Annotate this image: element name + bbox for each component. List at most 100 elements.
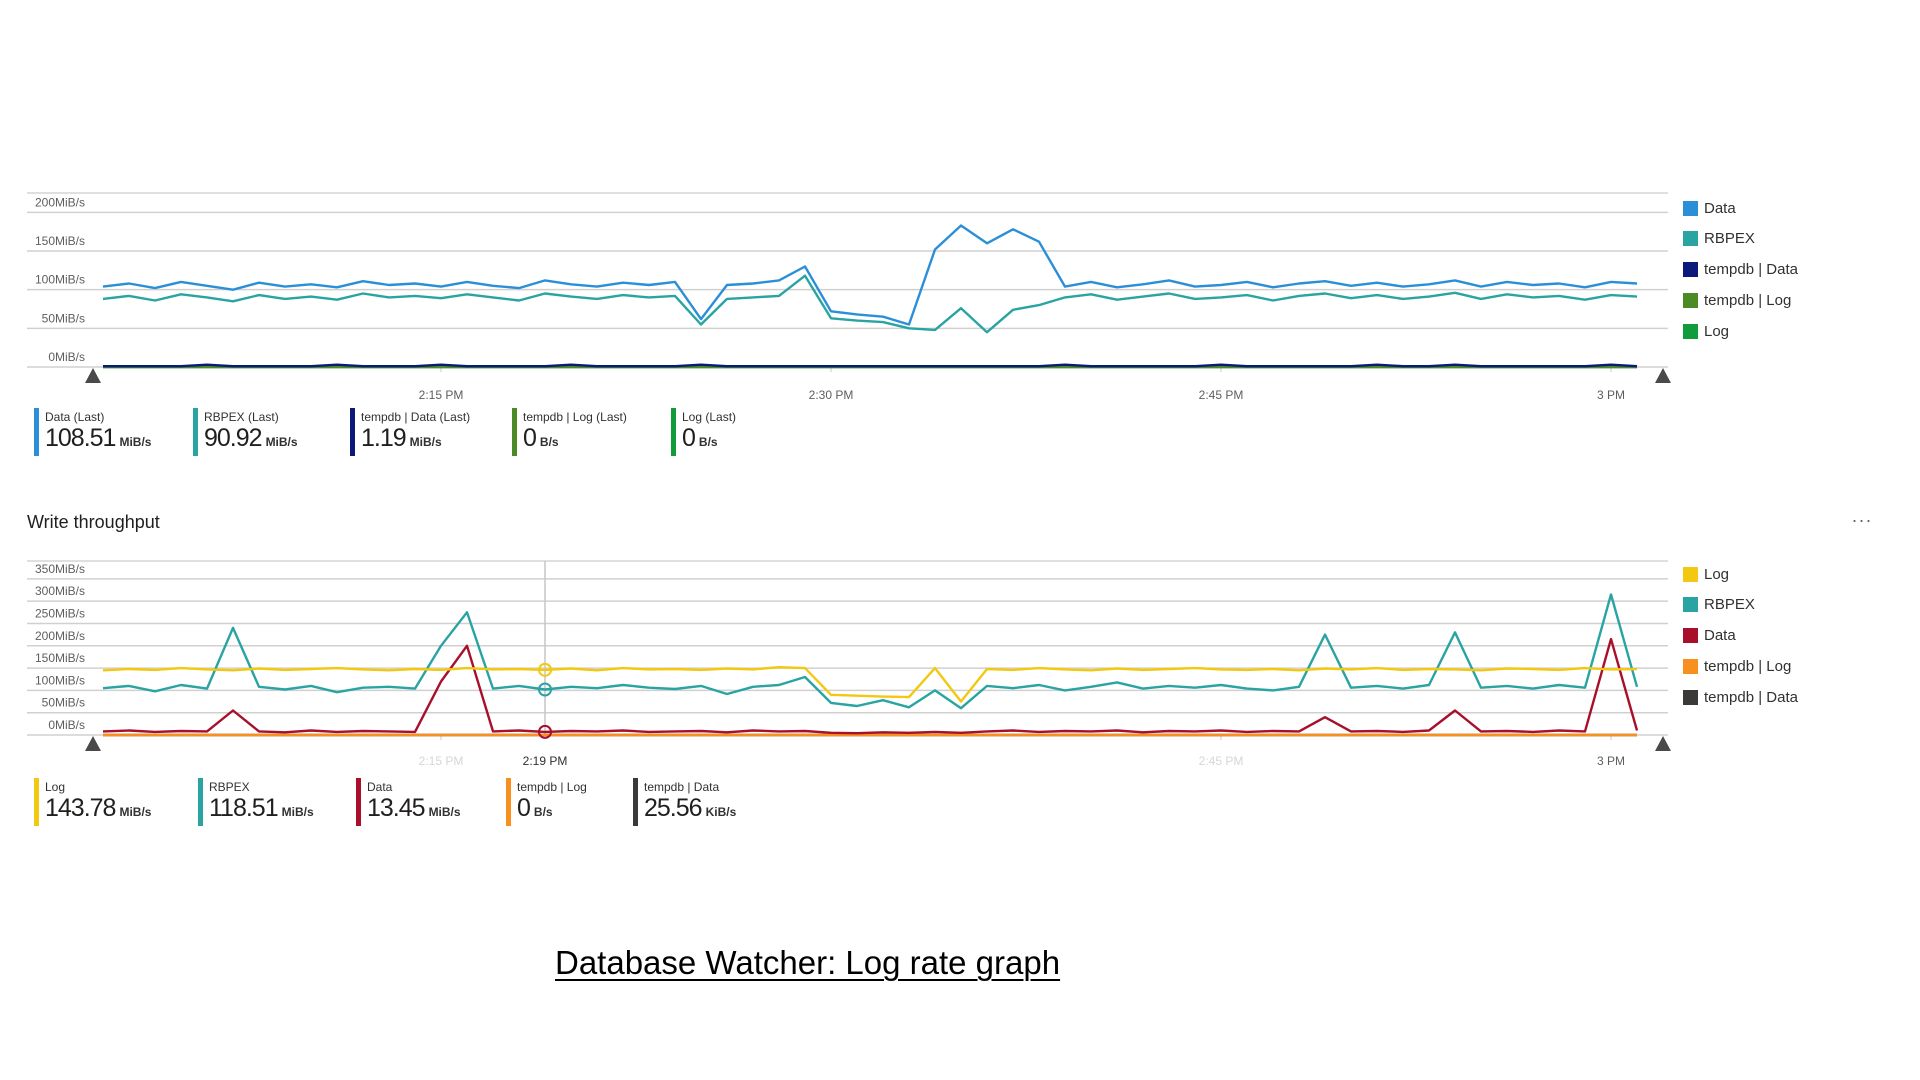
x-tick-label: 2:15 PM [419,388,464,402]
legend-swatch [1683,262,1698,278]
legend-item[interactable]: Data [1683,626,1736,646]
summary-metric[interactable]: Log 143.78 MiB/s [34,778,151,826]
summary-unit: KiB/s [705,805,737,819]
summary-unit: MiB/s [265,435,298,449]
summary-value: 90.92 [204,424,263,452]
summary-value: 0 [517,794,531,822]
series-line-log[interactable] [102,666,1638,703]
summary-color-bar [350,408,355,456]
legend-label: RBPEX [1704,230,1755,248]
legend-item[interactable]: RBPEX [1683,595,1755,615]
y-tick-label: 100MiB/s [35,273,85,287]
legend-swatch [1683,628,1698,644]
summary-color-bar [34,778,39,826]
legend-item[interactable]: Log [1683,564,1729,584]
summary-unit: B/s [698,435,718,449]
legend-swatch [1683,323,1698,339]
series-line-rbpex[interactable] [102,274,1638,334]
series-line-data[interactable] [102,637,1639,735]
summary-metric[interactable]: tempdb | Log 0 B/s [506,778,587,826]
legend-label: tempdb | Data [1704,688,1798,706]
legend-item[interactable]: Data [1683,198,1736,218]
range-start-handle[interactable] [85,368,101,383]
summary-label: tempdb | Log (Last) [523,410,627,424]
cursor-time-label: 2:19 PM [523,754,568,768]
summary-unit: MiB/s [119,805,152,819]
y-tick-label: 300MiB/s [35,584,85,598]
x-tick-label: 2:30 PM [809,388,854,402]
summary-color-bar [34,408,39,456]
legend-swatch [1683,566,1698,582]
y-tick-label: 150MiB/s [35,234,85,248]
legend-swatch [1683,658,1698,674]
summary-value: 143.78 [45,794,116,822]
summary-color-bar [633,778,638,826]
summary-value: 108.51 [45,424,116,452]
summary-metric[interactable]: Log (Last) 0 B/s [671,408,736,456]
hover-point-marker [538,724,552,739]
summary-unit: B/s [533,805,553,819]
summary-metric[interactable]: tempdb | Data 25.56 KiB/s [633,778,736,826]
summary-value: 25.56 [644,794,703,822]
summary-unit: MiB/s [119,435,152,449]
range-end-handle[interactable] [1655,368,1671,383]
range-start-handle[interactable] [85,736,101,751]
summary-label: tempdb | Data [644,780,720,794]
x-tick-label: 3 PM [1597,754,1625,768]
y-tick-label: 200MiB/s [35,195,85,209]
summary-metric[interactable]: RBPEX (Last) 90.92 MiB/s [193,408,298,456]
y-tick-label: 50MiB/s [42,311,85,325]
series-line-tempdb-data[interactable] [103,363,1638,368]
y-tick-label: 150MiB/s [35,651,85,665]
legend-item[interactable]: tempdb | Log [1683,656,1791,676]
summary-unit: MiB/s [281,805,314,819]
legend-item[interactable]: RBPEX [1683,229,1755,249]
more-options-button[interactable]: ... [1852,506,1874,526]
y-tick-label: 100MiB/s [35,673,85,687]
summary-unit: MiB/s [409,435,442,449]
summary-label: RBPEX (Last) [204,410,279,424]
summary-metric[interactable]: Data (Last) 108.51 MiB/s [34,408,151,456]
summary-metric[interactable]: Data 13.45 MiB/s [356,778,461,826]
legend-label: tempdb | Log [1704,291,1792,309]
summary-label: tempdb | Log [517,780,587,794]
x-tick-label: 2:45 PM [1199,754,1244,768]
summary-value: 1.19 [361,424,407,452]
summary-color-bar [512,408,517,456]
legend-item[interactable]: tempdb | Data [1683,260,1798,280]
x-tick-label: 3 PM [1597,388,1625,402]
caption: Database Watcher: Log rate graph [555,944,1061,981]
legend-item[interactable]: tempdb | Log [1683,290,1791,310]
summary-unit: MiB/s [428,805,461,819]
summary-color-bar [356,778,361,826]
legend-swatch [1683,231,1698,247]
summary-metric[interactable]: tempdb | Data (Last) 1.19 MiB/s [350,408,470,456]
legend-swatch [1683,200,1698,216]
range-end-handle[interactable] [1655,736,1671,751]
summary-label: RBPEX [209,780,250,794]
summary-color-bar [193,408,198,456]
summary-metric[interactable]: tempdb | Log (Last) 0 B/s [512,408,627,456]
legend-label: tempdb | Data [1704,261,1798,279]
y-tick-label: 50MiB/s [42,696,85,710]
legend-swatch [1683,689,1698,705]
summary-color-bar [198,778,203,826]
legend-item[interactable]: tempdb | Data [1683,687,1798,707]
summary-label: Data [367,780,393,794]
summary-color-bar [506,778,511,826]
summary-label: Data (Last) [45,410,105,424]
legend-label: Data [1704,199,1736,217]
series-line-data[interactable] [102,224,1638,326]
y-tick-label: 0MiB/s [48,718,85,732]
y-tick-label: 350MiB/s [35,562,85,576]
series-line-rbpex[interactable] [102,593,1639,710]
legend-item[interactable]: Log [1683,321,1729,341]
legend-label: Log [1704,322,1730,340]
summary-label: Log (Last) [682,410,737,424]
summary-label: tempdb | Data (Last) [361,410,471,424]
summary-metric[interactable]: RBPEX 118.51 MiB/s [198,778,314,826]
y-tick-label: 250MiB/s [35,606,85,620]
x-tick-label: 2:15 PM [419,754,464,768]
